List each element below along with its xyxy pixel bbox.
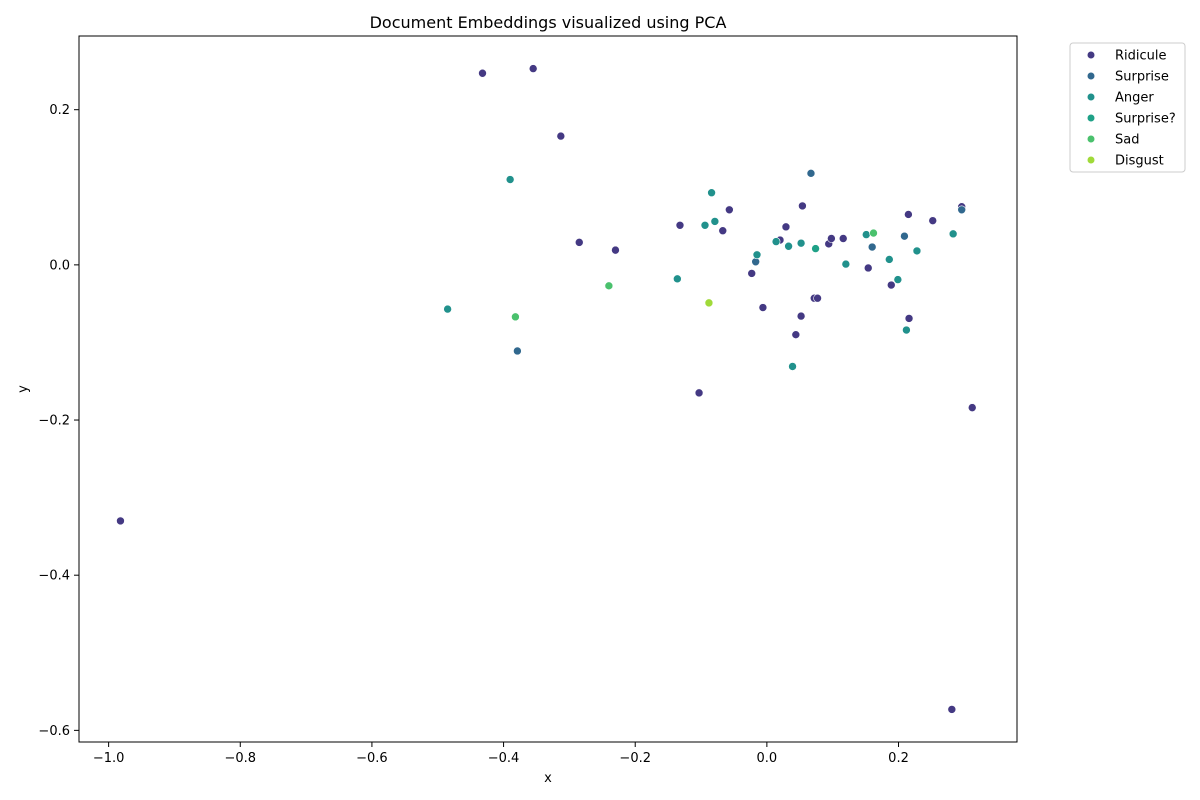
x-tick-label: −0.6 (356, 751, 388, 766)
data-point-ridicule (886, 280, 896, 290)
legend: Ridicule Surprise Anger Surprise? Sad Disgust (1069, 42, 1186, 173)
data-point-ridicule (574, 238, 584, 247)
data-point-ridicule (781, 222, 791, 232)
data-point-surprise (867, 242, 877, 252)
legend-box (1069, 42, 1186, 173)
data-point-anger (673, 274, 682, 284)
data-point-surprise (806, 169, 816, 178)
plot-frame (78, 35, 1018, 743)
data-point-ridicule (947, 705, 957, 714)
data-point-anger (752, 250, 762, 260)
y-tick-label: −0.4 (38, 569, 70, 584)
data-point-ridicule (116, 516, 125, 526)
legend-entry-label: Ridicule (1115, 49, 1167, 64)
data-point-anger (912, 246, 922, 256)
x-axis-label: x (544, 771, 552, 786)
legend-entry-label: Anger (1115, 91, 1154, 106)
legend-entry-label: Surprise (1115, 70, 1169, 85)
legend-marker (1087, 156, 1095, 164)
legend-entry-label: Surprise? (1115, 112, 1176, 127)
y-tick-label: 0.2 (49, 103, 70, 118)
data-point-surprise (900, 231, 909, 241)
data-point-anger (505, 175, 515, 184)
data-point-anger (710, 217, 720, 226)
x-tick-label: −0.8 (224, 751, 256, 766)
data-point-surprise (751, 257, 760, 267)
data-point-ridicule (796, 311, 806, 321)
data-point-anger (788, 362, 797, 371)
data-point-ridicule (791, 330, 801, 339)
data-point-ridicule (838, 234, 848, 243)
data-point-ridicule (904, 314, 914, 323)
x-tick-label: 0.2 (888, 751, 909, 766)
data-point-anger (796, 238, 806, 248)
x-tick-label: −0.4 (488, 751, 520, 766)
data-point-ridicule (556, 131, 566, 141)
data-point-ridicule (611, 245, 620, 255)
data-point-anger (948, 229, 958, 239)
points-layer (116, 64, 977, 714)
data-point-ridicule (747, 269, 757, 278)
data-point-anger (784, 241, 793, 251)
y-tick-label: −0.6 (38, 724, 70, 739)
data-point-disgust (704, 298, 714, 308)
legend-marker (1087, 93, 1095, 101)
x-tick-label: 0.0 (757, 751, 778, 766)
data-point-ridicule (675, 221, 685, 230)
y-axis-label: y (16, 385, 31, 393)
y-tick-label: −0.2 (38, 414, 70, 429)
x-tick-label: −1.0 (93, 751, 125, 766)
legend-marker (1087, 72, 1095, 80)
data-point-surprise (811, 244, 820, 253)
legend-marker (1087, 114, 1095, 122)
legend-entry-label: Sad (1115, 133, 1139, 148)
y-axis: −0.6 −0.4 −0.2 0.0 0.2 (38, 103, 79, 739)
data-point-anger (707, 188, 716, 198)
data-point-sad (604, 281, 614, 291)
data-point-ridicule (478, 68, 487, 78)
data-point-ridicule (863, 263, 873, 273)
data-point-surprise (513, 346, 522, 356)
data-point-ridicule (827, 234, 836, 243)
x-axis: −1.0 −0.8 −0.6 −0.4 −0.2 0.0 0.2 (93, 742, 909, 766)
data-point-ridicule (718, 226, 728, 236)
data-point-anger (893, 275, 903, 284)
data-point-ridicule (694, 388, 704, 398)
data-point-anger (771, 237, 781, 246)
data-point-ridicule (528, 64, 538, 73)
chart-title: Document Embeddings visualized using PCA (370, 13, 727, 32)
data-point-surprise (957, 205, 967, 215)
legend-entry-label: Disgust (1115, 154, 1164, 169)
data-point-anger (443, 304, 452, 314)
data-point-anger (700, 221, 710, 230)
data-point-ridicule (758, 303, 768, 312)
data-point-anger (841, 259, 851, 269)
y-tick-label: 0.0 (49, 258, 70, 273)
data-point-ridicule (904, 210, 913, 219)
legend-marker (1087, 135, 1095, 143)
data-point-anger (861, 230, 871, 239)
data-point-sad (869, 228, 878, 238)
data-point-sad (511, 312, 520, 322)
x-tick-label: −0.2 (619, 751, 651, 766)
data-point-anger (902, 325, 911, 335)
data-point-ridicule (813, 293, 822, 303)
legend-marker (1087, 51, 1095, 59)
data-point-ridicule (725, 205, 734, 215)
data-point-anger (885, 255, 894, 264)
data-point-ridicule (928, 216, 938, 225)
data-point-ridicule (967, 403, 977, 412)
data-point-ridicule (798, 201, 807, 211)
